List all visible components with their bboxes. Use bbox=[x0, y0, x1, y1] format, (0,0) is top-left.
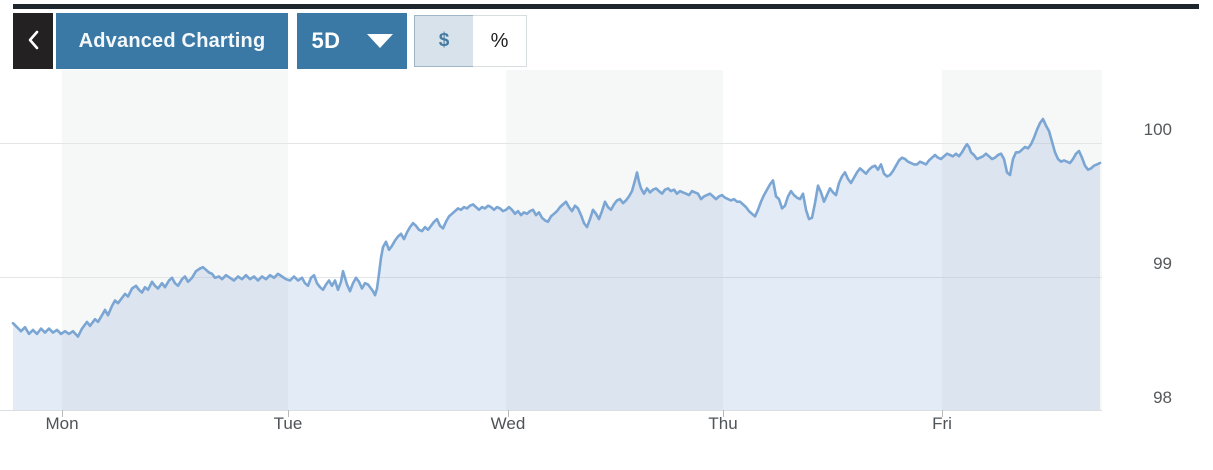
gridline-99 bbox=[0, 277, 1102, 278]
x-tick-Tue bbox=[288, 410, 289, 417]
dollar-icon: $ bbox=[438, 30, 450, 51]
top-dark-strip bbox=[13, 4, 1199, 9]
x-tick-Wed bbox=[508, 410, 509, 417]
x-label-Tue: Tue bbox=[273, 414, 303, 433]
y-label-98: 98 bbox=[1153, 388, 1172, 407]
caret-down-icon bbox=[366, 34, 393, 48]
x-tick-Fri bbox=[942, 410, 943, 417]
x-tick-Mon bbox=[62, 410, 63, 417]
day-band bbox=[62, 70, 288, 410]
y-label-100: 100 bbox=[1143, 120, 1172, 139]
percent-icon: % bbox=[490, 29, 509, 52]
back-button[interactable] bbox=[13, 13, 53, 69]
x-label-Fri: Fri bbox=[932, 414, 952, 433]
chevron-left-icon bbox=[27, 29, 40, 54]
x-label-Thu: Thu bbox=[708, 414, 738, 433]
x-label-Wed: Wed bbox=[490, 414, 526, 433]
price-line bbox=[11, 117, 1102, 338]
advanced-charting-button[interactable]: Advanced Charting bbox=[56, 13, 288, 69]
x-axis-line bbox=[0, 410, 1102, 411]
x-label-Mon: Mon bbox=[45, 414, 79, 433]
range-selected-label: 5D bbox=[311, 28, 341, 53]
percent-toggle-button[interactable]: % bbox=[473, 15, 527, 67]
gridline-100 bbox=[0, 143, 1102, 144]
price-series-svg[interactable] bbox=[0, 70, 1102, 411]
y-label-99: 99 bbox=[1153, 254, 1172, 273]
x-tick-Thu bbox=[723, 410, 724, 417]
range-dropdown[interactable]: 5D bbox=[297, 13, 407, 69]
dollar-toggle-button[interactable]: $ bbox=[414, 15, 474, 67]
advanced-charting-label: Advanced Charting bbox=[78, 29, 266, 52]
day-band bbox=[506, 70, 723, 410]
price-area-fill bbox=[13, 119, 1100, 410]
day-band bbox=[942, 70, 1102, 410]
